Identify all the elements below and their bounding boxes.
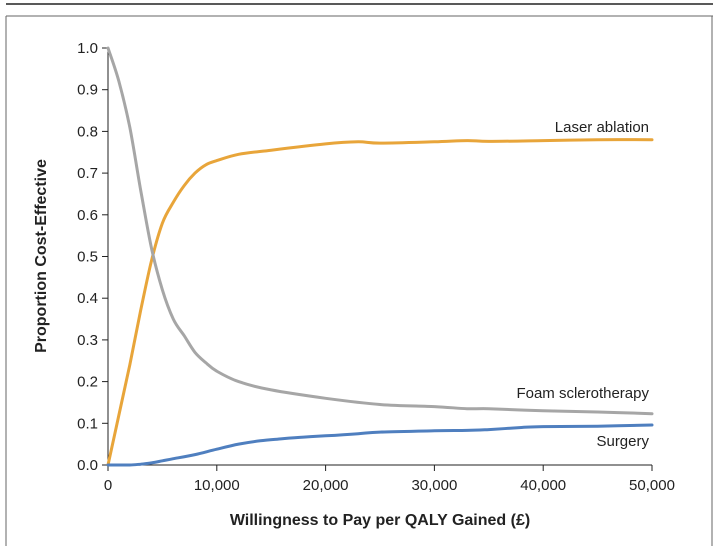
series-lines (106, 46, 654, 467)
x-tick-label: 10,000 (194, 477, 240, 494)
y-tick-label: 0.1 (77, 415, 98, 432)
y-tick-label: 0.6 (77, 207, 98, 224)
y-tick-label: 0.8 (77, 123, 98, 140)
series-line-surgery (106, 423, 654, 467)
y-tick-label: 0.9 (77, 82, 98, 99)
y-tick-label: 0.4 (77, 290, 98, 307)
y-tick-label: 0.2 (77, 374, 98, 391)
x-tick-label: 40,000 (520, 477, 566, 494)
y-tick-label: 0.3 (77, 332, 98, 349)
y-tick-label: 1.0 (77, 40, 98, 57)
series-label-foam-sclerotherapy: Foam sclerotherapy (516, 385, 649, 402)
y-axis-title: Proportion Cost-Effective (33, 159, 50, 353)
series-line-foam-sclerotherapy (106, 46, 654, 416)
x-tick-label: 30,000 (411, 477, 457, 494)
x-tick-label: 50,000 (629, 477, 675, 494)
y-axis-ticks: 0.0 0.1 0.2 0.3 0.4 0.5 0.6 0.7 0.8 0.9 1.0 (77, 40, 108, 474)
series-line-laser-ablation (106, 138, 654, 467)
x-tick-label: 20,000 (303, 477, 349, 494)
y-tick-label: 0.7 (77, 165, 98, 182)
x-axis-ticks: 0 10,000 20,000 30,000 40,000 50,000 (104, 465, 675, 494)
y-tick-label: 0.0 (77, 457, 98, 474)
series-label-surgery: Surgery (596, 433, 649, 450)
y-tick-label: 0.5 (77, 249, 98, 266)
series-label-laser-ablation: Laser ablation (555, 119, 649, 136)
x-tick-label: 0 (104, 477, 112, 494)
x-axis-title: Willingness to Pay per QALY Gained (£) (230, 512, 530, 529)
